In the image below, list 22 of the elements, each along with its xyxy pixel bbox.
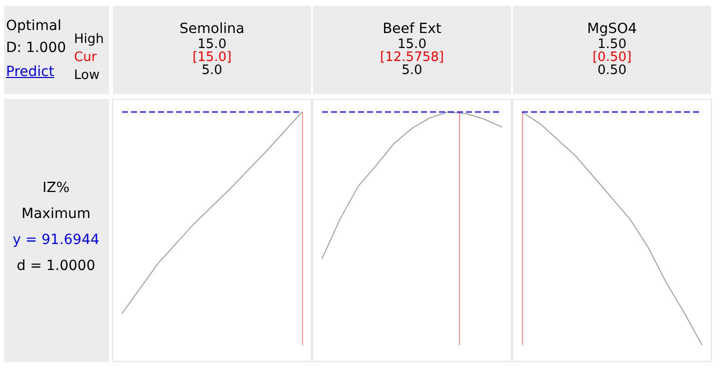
text: 15.0 [398,37,426,52]
text: 15.0 [198,37,226,52]
chart-title: MgSO4 [586,21,638,37]
text: [15.0] [191,50,233,65]
text: High [74,32,104,47]
text: 5.0 [400,63,424,78]
text: Cur [74,50,97,65]
text: IZ% [41,180,71,196]
text: D: 1.000 [6,40,66,56]
text: Predict [6,64,54,80]
text: Optimal [6,18,62,34]
chart-title: Beef Ext [382,21,442,37]
text: 5.0 [200,63,224,78]
text: y = 91.6944 [12,232,100,248]
text: 0.50 [596,63,628,78]
text: [0.50] [591,50,633,65]
text: 1.50 [598,37,626,52]
chart-title: Semolina [178,21,246,37]
text: Maximum [20,206,92,222]
text: Low [74,68,100,83]
text: [12.5758] [379,50,445,65]
text: d = 1.0000 [16,258,96,274]
